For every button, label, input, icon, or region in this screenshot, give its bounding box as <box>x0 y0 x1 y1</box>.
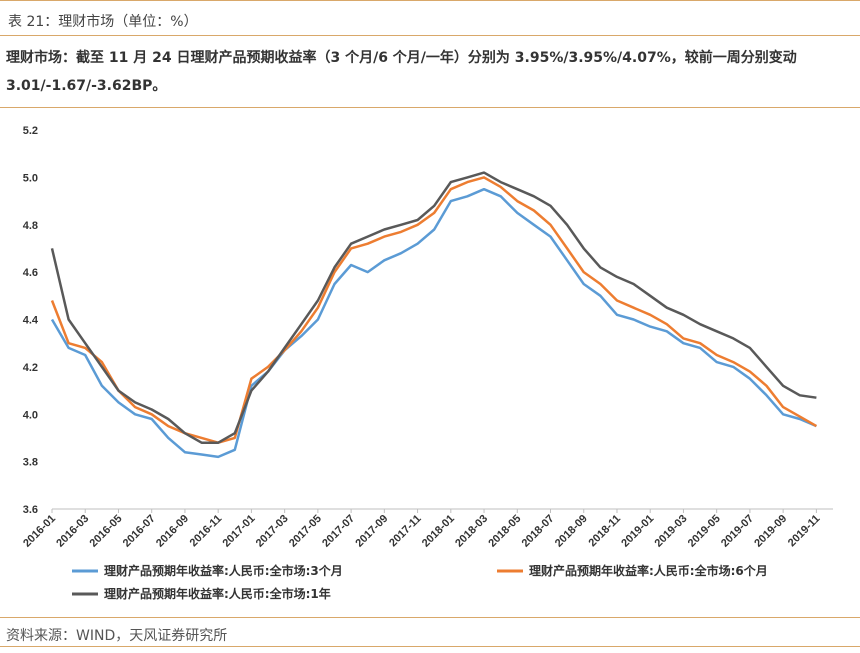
x-tick-label: 2018-09 <box>553 513 590 550</box>
x-tick-label: 2018-11 <box>586 513 623 550</box>
summary-rule <box>0 107 860 108</box>
x-tick-label: 2016-09 <box>154 513 191 550</box>
source-note: 资料来源：WIND，天风证券研究所 <box>6 628 228 644</box>
x-tick-label: 2016-07 <box>121 513 158 550</box>
y-tick-label: 5.0 <box>23 172 38 184</box>
x-tick-label: 2017-03 <box>254 513 291 550</box>
chart-series <box>50 171 818 459</box>
table-caption: 表 21：理财市场（单位：%） <box>8 14 198 30</box>
x-tick-label: 2019-07 <box>719 513 756 550</box>
x-tick-label: 2017-09 <box>353 513 390 550</box>
x-tick-label: 2019-09 <box>752 513 789 550</box>
chart-legend: 理财产品预期年收益率:人民币:全市场:3个月 理财产品预期年收益率:人民币:全市场… <box>72 563 768 601</box>
x-tick-label: 2016-03 <box>54 513 91 550</box>
y-tick-label: 4.4 <box>23 315 39 327</box>
y-tick-label: 3.6 <box>23 504 38 516</box>
x-tick-label: 2019-11 <box>786 513 823 550</box>
y-tick-label: 4.0 <box>23 409 38 421</box>
footer-rule <box>0 646 860 647</box>
y-tick-label: 5.2 <box>23 125 38 137</box>
x-tick-label: 2017-05 <box>287 513 324 550</box>
chart-axes: 3.63.84.04.24.44.64.85.05.22016-012016-0… <box>21 125 833 550</box>
series-line-1 <box>50 187 817 459</box>
x-tick-label: 2018-03 <box>453 513 490 550</box>
x-tick-label: 2019-03 <box>653 513 690 550</box>
line-chart: 3.63.84.04.24.44.64.85.05.22016-012016-0… <box>21 125 833 601</box>
legend-label-2: 理财产品预期年收益率:人民币:全市场:6个月 <box>529 563 768 578</box>
x-tick-label: 2017-11 <box>387 513 424 550</box>
summary-text: 理财市场：截至 11 月 24 日理财产品预期收益率（3 个月/6 个月/一年）… <box>6 44 856 100</box>
series-line-3 <box>50 171 817 444</box>
x-tick-label: 2019-01 <box>619 513 656 550</box>
legend-label-1: 理财产品预期年收益率:人民币:全市场:3个月 <box>104 563 343 578</box>
y-tick-label: 4.8 <box>23 220 38 232</box>
summary-line-2: 3.01/-1.67/-3.62BP。 <box>6 78 167 94</box>
caption-rule <box>0 35 860 36</box>
x-tick-label: 2017-01 <box>220 513 257 550</box>
summary-line-1: 理财市场：截至 11 月 24 日理财产品预期收益率（3 个月/6 个月/一年）… <box>6 50 797 66</box>
x-tick-label: 2018-01 <box>420 513 457 550</box>
x-tick-label: 2019-05 <box>686 513 723 550</box>
x-tick-label: 2016-01 <box>21 513 58 550</box>
x-tick-label: 2018-05 <box>486 513 523 550</box>
series-line-2 <box>50 176 818 444</box>
legend-label-3: 理财产品预期年收益率:人民币:全市场:1年 <box>104 586 331 601</box>
top-rule <box>0 0 860 1</box>
x-tick-label: 2018-07 <box>520 513 557 550</box>
x-tick-label: 2017-07 <box>320 513 357 550</box>
y-tick-label: 4.6 <box>23 267 38 279</box>
bottom-rule <box>0 617 860 618</box>
x-tick-label: 2016-11 <box>188 513 225 550</box>
y-tick-label: 4.2 <box>23 362 38 374</box>
x-tick-label: 2016-05 <box>88 513 125 550</box>
y-tick-label: 3.8 <box>23 457 38 469</box>
